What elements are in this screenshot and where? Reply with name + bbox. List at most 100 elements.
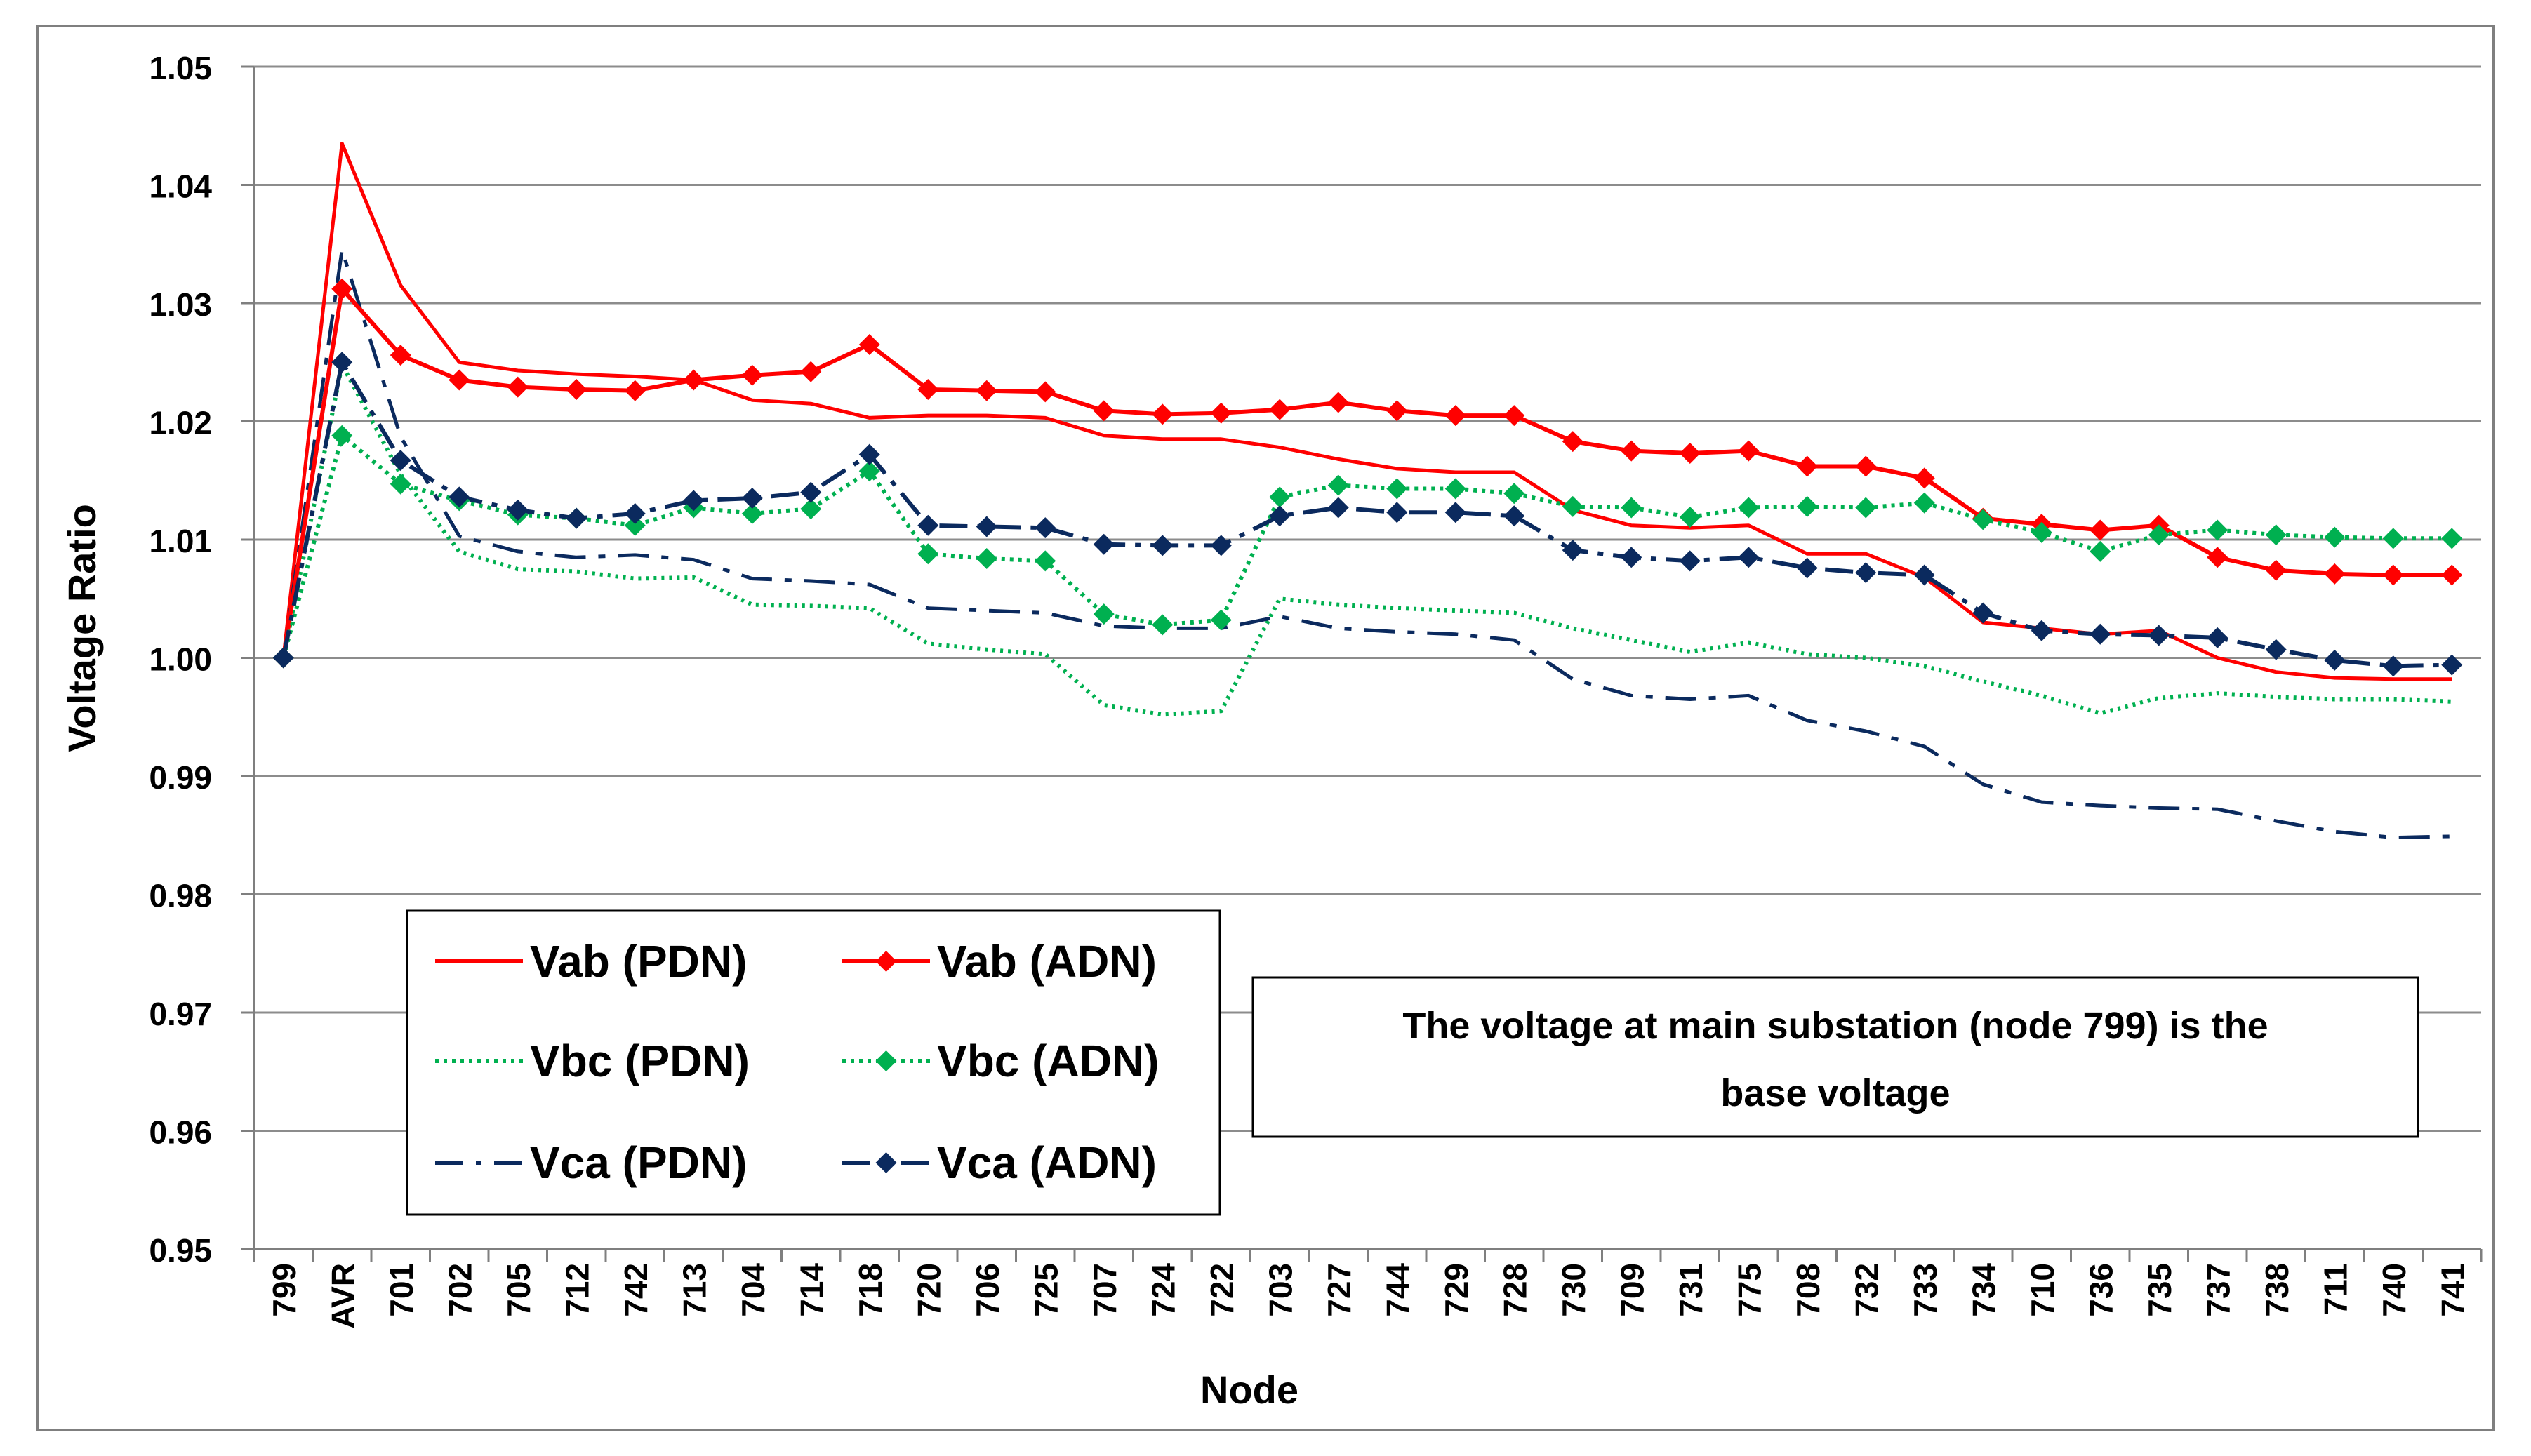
data-point [1093, 603, 1115, 625]
data-point [1035, 381, 1056, 403]
y-tick-labels: 0.95 0.96 0.97 0.98 0.99 1.00 1.01 1.02 1.03 1.04… [149, 50, 212, 1269]
x-tick-label: 725 [1028, 1263, 1064, 1317]
x-tick-label: 730 [1555, 1263, 1592, 1317]
data-point [858, 460, 880, 482]
data-point [1152, 535, 1174, 556]
data-point [1386, 478, 1408, 500]
x-tick-label: 737 [2200, 1263, 2236, 1317]
x-tick-label: 741 [2434, 1263, 2471, 1317]
series-line-vca-pdn [281, 248, 2452, 840]
legend-label: Vca (PDN) [530, 1137, 747, 1188]
data-point [624, 514, 646, 536]
x-tick-label: 732 [1848, 1263, 1885, 1317]
data-point [1796, 495, 1818, 517]
x-tick-label: 734 [1965, 1263, 2002, 1317]
series-line-vbc-adn [281, 433, 2452, 659]
x-tick-label: 714 [793, 1263, 830, 1317]
data-point [566, 507, 587, 529]
y-tick-label: 1.02 [149, 405, 212, 441]
data-point [1796, 455, 1818, 477]
series-line-vbc-pdn [281, 362, 2452, 717]
data-point [1913, 564, 1935, 586]
data-point [2031, 521, 2052, 543]
x-tick-label: 705 [500, 1263, 537, 1317]
data-point [2324, 526, 2346, 548]
y-tick-label: 0.99 [149, 759, 212, 796]
annotation-frame [1251, 976, 2419, 1138]
x-tick-label: 728 [1496, 1263, 1533, 1317]
data-point [2207, 519, 2228, 541]
x-tick-label: 727 [1321, 1263, 1357, 1317]
x-axis-title: Node [1200, 1368, 1298, 1412]
data-point [2148, 625, 2170, 646]
data-point [1621, 497, 1642, 519]
data-point [2324, 649, 2346, 671]
series-markers [272, 278, 2463, 677]
x-tick-labels: 799 AVR 701 702 705 712 742 713 704 714 718 720 706 7… [266, 1263, 2471, 1329]
x-tick-label: 706 [969, 1263, 1006, 1317]
data-point [683, 490, 705, 512]
x-tick-label: 702 [441, 1263, 478, 1317]
y-axis-title: Voltage Ratio [60, 504, 104, 752]
data-point [858, 333, 880, 355]
data-point [1269, 505, 1291, 527]
data-point [1796, 557, 1818, 579]
series-line-vab-adn [281, 286, 2452, 658]
legend-label: Vca (ADN) [937, 1137, 1157, 1188]
data-point [1327, 392, 1349, 413]
data-point [1444, 502, 1466, 523]
data-point [1679, 550, 1701, 572]
data-point [741, 364, 763, 386]
x-tick-label: 703 [1262, 1263, 1298, 1317]
data-point [917, 543, 939, 565]
x-tick-label: 735 [2141, 1263, 2178, 1317]
data-point [1738, 497, 1760, 519]
x-tick-label: 709 [1614, 1263, 1650, 1317]
x-tick-label: 701 [383, 1263, 420, 1317]
data-point [2382, 564, 2404, 586]
data-point [1562, 431, 1583, 453]
data-point [1210, 609, 1232, 631]
data-point [858, 443, 880, 465]
legend-marker [875, 951, 897, 972]
data-point [390, 473, 411, 495]
data-point [1913, 492, 1935, 514]
data-point [1679, 506, 1701, 528]
data-point [566, 379, 587, 401]
data-point [1562, 540, 1583, 561]
data-point [1269, 399, 1291, 420]
data-point [1210, 535, 1232, 556]
data-point [2324, 563, 2346, 585]
legend: Vab (PDN) Vab (ADN) Vbc (PDN) Vbc (ADN) Vca … [406, 909, 1221, 1216]
data-point [1152, 614, 1174, 636]
x-tick-label: 712 [559, 1263, 595, 1317]
data-point [1444, 478, 1466, 500]
data-point [2265, 639, 2287, 660]
legend-box [406, 909, 1221, 1216]
series-lines [281, 142, 2452, 840]
data-point [272, 647, 294, 669]
legend-label: Vbc (ADN) [937, 1036, 1159, 1086]
data-point [2441, 654, 2463, 676]
data-point [331, 278, 353, 300]
data-point [741, 502, 763, 524]
data-point [1035, 550, 1056, 572]
data-point [331, 352, 353, 373]
x-tick-label: 722 [1204, 1263, 1240, 1317]
data-point [2265, 559, 2287, 581]
data-point [390, 345, 411, 366]
data-point [2207, 547, 2228, 568]
data-point [1562, 495, 1583, 517]
x-tick-label: 724 [1145, 1263, 1181, 1317]
x-tick-label: 738 [2259, 1263, 2295, 1317]
x-tick-label: 744 [1379, 1263, 1416, 1317]
y-tick-label: 0.95 [149, 1232, 212, 1269]
axes [241, 65, 2483, 1262]
x-tick-label: 736 [2082, 1263, 2119, 1317]
data-point [2441, 528, 2463, 549]
data-point [2148, 524, 2170, 546]
y-tick-label: 1.00 [149, 641, 212, 678]
x-tick-label: 775 [1731, 1263, 1767, 1317]
data-point [976, 516, 997, 537]
